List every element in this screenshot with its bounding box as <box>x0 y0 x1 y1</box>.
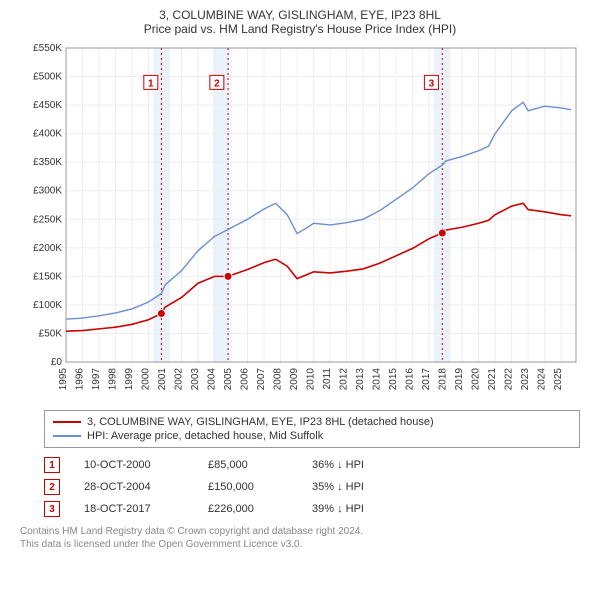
page-title-line2: Price paid vs. HM Land Registry's House … <box>8 22 592 36</box>
sales-table: 1 10-OCT-2000 £85,000 36% ↓ HPI 2 28-OCT-2004… <box>44 454 580 520</box>
sale-row: 3 18-OCT-2017 £226,000 39% ↓ HPI <box>44 498 580 520</box>
sale-date: 18-OCT-2017 <box>84 503 184 515</box>
svg-text:£100K: £100K <box>33 300 62 311</box>
footnote-line1: Contains HM Land Registry data © Crown c… <box>20 526 580 539</box>
svg-text:1997: 1997 <box>91 368 102 391</box>
svg-text:£50K: £50K <box>39 328 63 339</box>
svg-text:£500K: £500K <box>33 72 62 83</box>
svg-text:2012: 2012 <box>339 368 350 391</box>
svg-text:£550K: £550K <box>33 43 62 54</box>
svg-text:£400K: £400K <box>33 129 62 140</box>
sale-date: 28-OCT-2004 <box>84 481 184 493</box>
sale-row: 2 28-OCT-2004 £150,000 35% ↓ HPI <box>44 476 580 498</box>
legend-swatch <box>53 421 81 423</box>
sale-marker: 1 <box>44 457 60 473</box>
sale-price: £150,000 <box>208 481 288 493</box>
svg-text:1996: 1996 <box>75 368 86 391</box>
svg-text:2010: 2010 <box>306 368 317 391</box>
svg-text:2014: 2014 <box>372 368 383 391</box>
sale-date: 10-OCT-2000 <box>84 459 184 471</box>
svg-text:2020: 2020 <box>471 368 482 391</box>
svg-text:2009: 2009 <box>289 368 300 391</box>
svg-text:£350K: £350K <box>33 157 62 168</box>
svg-text:£150K: £150K <box>33 271 62 282</box>
svg-text:2004: 2004 <box>207 368 218 391</box>
svg-text:£200K: £200K <box>33 243 62 254</box>
sale-row: 1 10-OCT-2000 £85,000 36% ↓ HPI <box>44 454 580 476</box>
svg-text:2021: 2021 <box>487 368 498 391</box>
svg-text:2002: 2002 <box>174 368 185 391</box>
sale-delta: 35% ↓ HPI <box>312 481 364 493</box>
chart-svg: £0 £50K £100K £150K £200K £250K £300K £350K £400… <box>20 42 580 402</box>
svg-text:2: 2 <box>214 78 220 89</box>
svg-text:£300K: £300K <box>33 186 62 197</box>
svg-text:2005: 2005 <box>223 368 234 391</box>
svg-text:2007: 2007 <box>256 368 267 391</box>
svg-text:£0: £0 <box>51 357 63 368</box>
sale-marker: 3 <box>44 501 60 517</box>
svg-text:2006: 2006 <box>240 368 251 391</box>
svg-text:2022: 2022 <box>504 368 515 391</box>
svg-text:2003: 2003 <box>190 368 201 391</box>
svg-text:2018: 2018 <box>438 368 449 391</box>
svg-text:1: 1 <box>148 78 154 89</box>
svg-text:£450K: £450K <box>33 100 62 111</box>
sale-price: £226,000 <box>208 503 288 515</box>
legend-label: 3, COLUMBINE WAY, GISLINGHAM, EYE, IP23 … <box>87 416 434 428</box>
legend-item: 3, COLUMBINE WAY, GISLINGHAM, EYE, IP23 … <box>53 415 571 429</box>
svg-text:2000: 2000 <box>141 368 152 391</box>
svg-text:3: 3 <box>429 78 435 89</box>
svg-text:2019: 2019 <box>454 368 465 391</box>
svg-text:2016: 2016 <box>405 368 416 391</box>
svg-text:2013: 2013 <box>355 368 366 391</box>
sale-price: £85,000 <box>208 459 288 471</box>
svg-text:2008: 2008 <box>273 368 284 391</box>
legend-label: HPI: Average price, detached house, Mid … <box>87 430 323 442</box>
legend-swatch <box>53 435 81 437</box>
svg-text:£250K: £250K <box>33 214 62 225</box>
footnote-line2: This data is licensed under the Open Gov… <box>20 539 580 552</box>
sale-marker: 2 <box>44 479 60 495</box>
svg-text:1995: 1995 <box>58 368 69 391</box>
svg-text:1999: 1999 <box>124 368 135 391</box>
price-chart: £0 £50K £100K £150K £200K £250K £300K £350K £400… <box>20 42 580 402</box>
legend: 3, COLUMBINE WAY, GISLINGHAM, EYE, IP23 … <box>44 410 580 448</box>
svg-text:1998: 1998 <box>108 368 119 391</box>
svg-text:2023: 2023 <box>520 368 531 391</box>
sale-delta: 36% ↓ HPI <box>312 459 364 471</box>
svg-text:2015: 2015 <box>388 368 399 391</box>
sale-delta: 39% ↓ HPI <box>312 503 364 515</box>
legend-item: HPI: Average price, detached house, Mid … <box>53 429 571 443</box>
footnote: Contains HM Land Registry data © Crown c… <box>20 526 580 551</box>
svg-text:2011: 2011 <box>322 368 333 390</box>
svg-text:2025: 2025 <box>553 368 564 391</box>
svg-text:2017: 2017 <box>421 368 432 391</box>
svg-text:2001: 2001 <box>157 368 168 391</box>
page-title-line1: 3, COLUMBINE WAY, GISLINGHAM, EYE, IP23 … <box>8 8 592 22</box>
svg-text:2024: 2024 <box>537 368 548 391</box>
